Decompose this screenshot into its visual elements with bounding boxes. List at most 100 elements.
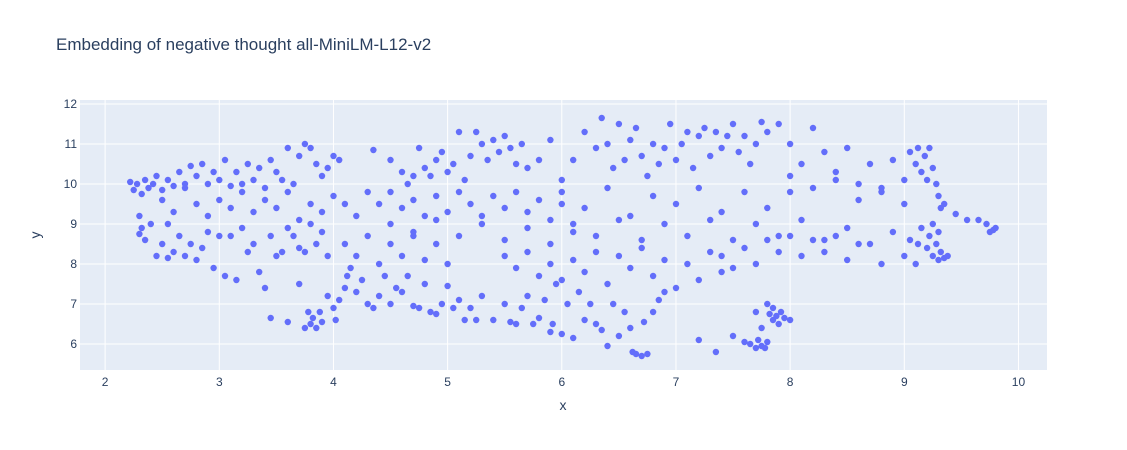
data-point[interactable] [604, 280, 611, 288]
data-point[interactable] [204, 212, 212, 220]
data-point[interactable] [832, 176, 839, 184]
data-point[interactable] [741, 188, 748, 196]
data-point[interactable] [524, 248, 531, 256]
data-point[interactable] [661, 256, 668, 264]
data-point[interactable] [501, 252, 508, 260]
data-point[interactable] [747, 340, 754, 348]
data-point[interactable] [313, 240, 320, 248]
data-point[interactable] [558, 176, 565, 184]
data-point[interactable] [444, 260, 451, 268]
data-point[interactable] [535, 314, 543, 322]
data-point[interactable] [775, 232, 782, 240]
data-point[interactable] [672, 200, 680, 208]
data-point[interactable] [598, 114, 605, 122]
data-point[interactable] [627, 212, 634, 220]
data-point[interactable] [473, 128, 480, 136]
data-point[interactable] [164, 176, 172, 184]
data-point[interactable] [450, 160, 457, 168]
data-point[interactable] [547, 328, 554, 336]
data-point[interactable] [238, 224, 246, 232]
data-point[interactable] [963, 216, 971, 224]
data-point[interactable] [855, 180, 862, 188]
data-point[interactable] [387, 240, 394, 248]
data-point[interactable] [661, 144, 668, 152]
data-point[interactable] [455, 188, 463, 196]
data-point[interactable] [649, 272, 657, 280]
data-point[interactable] [935, 228, 942, 236]
data-point[interactable] [301, 140, 309, 148]
data-point[interactable] [256, 268, 263, 276]
data-point[interactable] [461, 176, 468, 184]
data-point[interactable] [809, 184, 817, 192]
data-point[interactable] [438, 148, 446, 156]
data-point[interactable] [809, 236, 817, 244]
data-point[interactable] [570, 220, 577, 228]
data-point[interactable] [649, 140, 657, 148]
data-point[interactable] [755, 336, 762, 344]
data-point[interactable] [387, 188, 394, 196]
data-point[interactable] [461, 316, 468, 324]
data-point[interactable] [193, 256, 200, 264]
data-point[interactable] [729, 120, 737, 128]
data-point[interactable] [404, 180, 411, 188]
data-point[interactable] [764, 236, 771, 244]
data-point[interactable] [667, 120, 674, 128]
data-point[interactable] [712, 128, 720, 136]
data-point[interactable] [615, 120, 623, 128]
data-point[interactable] [798, 160, 805, 168]
data-point[interactable] [741, 338, 748, 346]
data-point[interactable] [216, 176, 223, 184]
data-point[interactable] [421, 212, 428, 220]
data-point[interactable] [433, 216, 440, 224]
data-point[interactable] [918, 168, 925, 176]
data-point[interactable] [570, 228, 577, 236]
data-point[interactable] [284, 144, 291, 152]
data-point[interactable] [575, 288, 583, 296]
data-point[interactable] [193, 200, 200, 208]
data-point[interactable] [655, 296, 662, 304]
data-point[interactable] [752, 308, 760, 316]
data-point[interactable] [133, 180, 141, 188]
data-point[interactable] [467, 152, 474, 160]
data-point[interactable] [210, 264, 217, 272]
data-point[interactable] [358, 276, 366, 284]
data-point[interactable] [764, 204, 771, 212]
data-point[interactable] [261, 284, 269, 292]
data-point[interactable] [524, 164, 531, 172]
data-point[interactable] [912, 160, 919, 168]
data-point[interactable] [233, 276, 240, 284]
data-point[interactable] [649, 308, 657, 316]
data-point[interactable] [764, 128, 771, 136]
data-point[interactable] [761, 344, 769, 352]
data-point[interactable] [773, 312, 780, 320]
data-point[interactable] [387, 220, 394, 228]
data-point[interactable] [370, 304, 377, 312]
data-point[interactable] [524, 224, 531, 232]
data-point[interactable] [581, 268, 588, 276]
data-point[interactable] [364, 188, 371, 196]
data-point[interactable] [512, 188, 520, 196]
data-point[interactable] [684, 128, 691, 136]
data-point[interactable] [992, 224, 999, 232]
data-point[interactable] [914, 144, 922, 152]
data-point[interactable] [176, 232, 183, 240]
data-point[interactable] [786, 172, 794, 180]
data-point[interactable] [547, 216, 554, 224]
data-point[interactable] [923, 244, 931, 252]
data-point[interactable] [627, 136, 634, 144]
data-point[interactable] [615, 252, 623, 260]
data-point[interactable] [127, 178, 134, 186]
data-point[interactable] [604, 184, 611, 192]
data-point[interactable] [581, 128, 588, 136]
data-point[interactable] [398, 288, 406, 296]
data-point[interactable] [627, 264, 634, 272]
data-point[interactable] [758, 324, 765, 332]
data-point[interactable] [952, 210, 959, 218]
data-point[interactable] [138, 190, 145, 198]
data-point[interactable] [764, 300, 771, 308]
data-point[interactable] [324, 164, 331, 172]
data-point[interactable] [678, 140, 685, 148]
data-point[interactable] [926, 232, 933, 240]
data-point[interactable] [644, 350, 651, 358]
data-point[interactable] [712, 348, 720, 356]
